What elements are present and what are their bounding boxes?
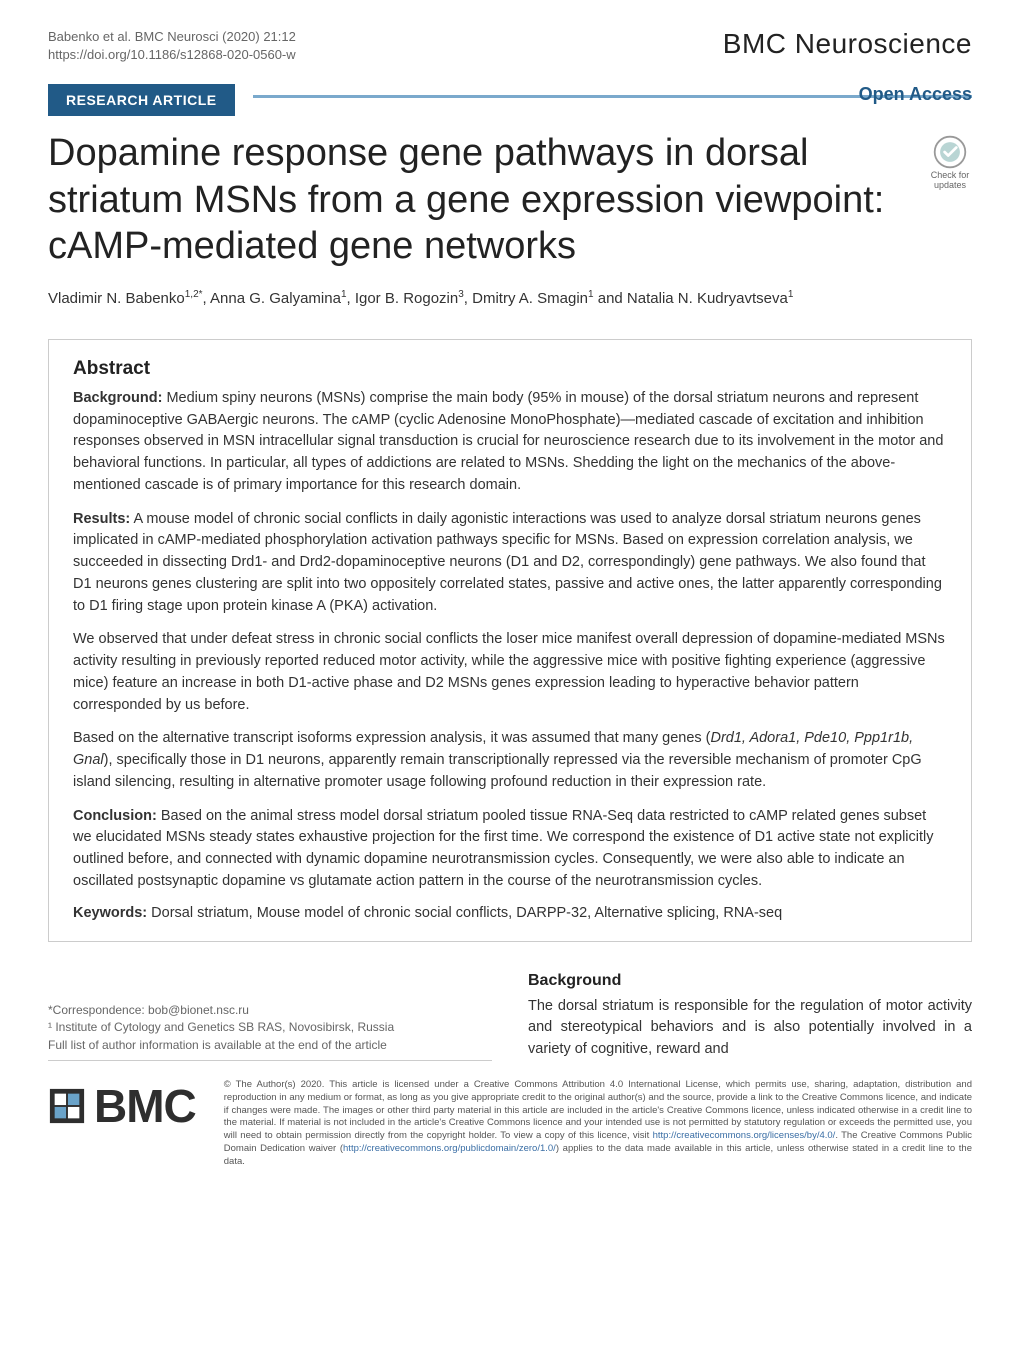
license-link-ccby[interactable]: http://creativecommons.org/licenses/by/4… [653, 1130, 836, 1141]
abstract-conclusion: Conclusion: Based on the animal stress m… [73, 806, 947, 893]
bmc-text: BMC [94, 1079, 196, 1133]
abstract-results-text2: We observed that under defeat stress in … [73, 631, 945, 712]
abstract-results-p3: Based on the alternative transcript isof… [73, 728, 947, 793]
abstract-background-text: Medium spiny neurons (MSNs) comprise the… [73, 390, 943, 493]
page-header: Babenko et al. BMC Neurosci (2020) 21:12… [0, 0, 1020, 74]
background-body-text: The dorsal striatum is responsible for t… [528, 996, 972, 1061]
journal-name: BMC Neuroscience [723, 28, 972, 60]
abstract-heading: Abstract [73, 358, 947, 380]
abstract-conclusion-label: Conclusion: [73, 808, 157, 824]
keywords-text: Dorsal striatum, Mouse model of chronic … [151, 905, 782, 921]
open-access-label: Open Access [847, 84, 972, 105]
article-title: Dopamine response gene pathways in dorsa… [48, 130, 906, 269]
abstract-box: Abstract Background: Medium spiny neuron… [48, 339, 972, 942]
correspondence-email: *Correspondence: bob@bionet.nsc.ru [48, 1002, 492, 1019]
authors-line: Vladimir N. Babenko1,2*, Anna G. Galyami… [0, 269, 1020, 311]
license-link-cc0[interactable]: http://creativecommons.org/publicdomain/… [343, 1143, 556, 1154]
abstract-results-text1: A mouse model of chronic social conflict… [73, 511, 942, 614]
check-updates-badge[interactable]: Check for updates [928, 134, 972, 190]
research-article-badge: RESEARCH ARTICLE [48, 84, 235, 116]
abstract-background-label: Background: [73, 390, 162, 406]
doi-line: https://doi.org/10.1186/s12868-020-0560-… [48, 46, 296, 64]
abstract-results-text3-post: ), specifically those in D1 neurons, app… [73, 752, 922, 790]
abstract-conclusion-text: Based on the animal stress model dorsal … [73, 808, 933, 889]
abstract-results-text3-pre: Based on the alternative transcript isof… [73, 730, 711, 746]
abstract-results-p1: Results: A mouse model of chronic social… [73, 509, 947, 618]
two-column-body: *Correspondence: bob@bionet.nsc.ru ¹ Ins… [0, 942, 1020, 1061]
abstract-background: Background: Medium spiny neurons (MSNs) … [73, 388, 947, 497]
correspondence-affiliation: ¹ Institute of Cytology and Genetics SB … [48, 1019, 492, 1036]
bmc-logo: BMC [48, 1079, 196, 1133]
bmc-square-icon [48, 1087, 86, 1125]
license-text: © The Author(s) 2020. This article is li… [224, 1079, 972, 1169]
keywords-row: Keywords: Dorsal striatum, Mouse model o… [73, 905, 947, 921]
background-heading: Background [528, 972, 972, 990]
check-updates-line1: Check for [931, 170, 970, 180]
badge-row: RESEARCH ARTICLE Open Access [0, 74, 1020, 116]
crossmark-icon [932, 134, 968, 170]
open-access-rule: Open Access [253, 95, 972, 105]
abstract-results-p2: We observed that under defeat stress in … [73, 629, 947, 716]
citation-line: Babenko et al. BMC Neurosci (2020) 21:12 [48, 28, 296, 46]
check-updates-line2: updates [934, 180, 966, 190]
keywords-label: Keywords: [73, 905, 147, 921]
footer-row: BMC © The Author(s) 2020. This article i… [0, 1061, 1020, 1193]
abstract-results-label: Results: [73, 511, 130, 527]
title-row: Dopamine response gene pathways in dorsa… [0, 116, 1020, 269]
citation-block: Babenko et al. BMC Neurosci (2020) 21:12… [48, 28, 296, 64]
correspondence-block: *Correspondence: bob@bionet.nsc.ru ¹ Ins… [48, 972, 492, 1061]
correspondence-note: Full list of author information is avail… [48, 1037, 492, 1054]
background-column: Background The dorsal striatum is respon… [528, 972, 972, 1061]
